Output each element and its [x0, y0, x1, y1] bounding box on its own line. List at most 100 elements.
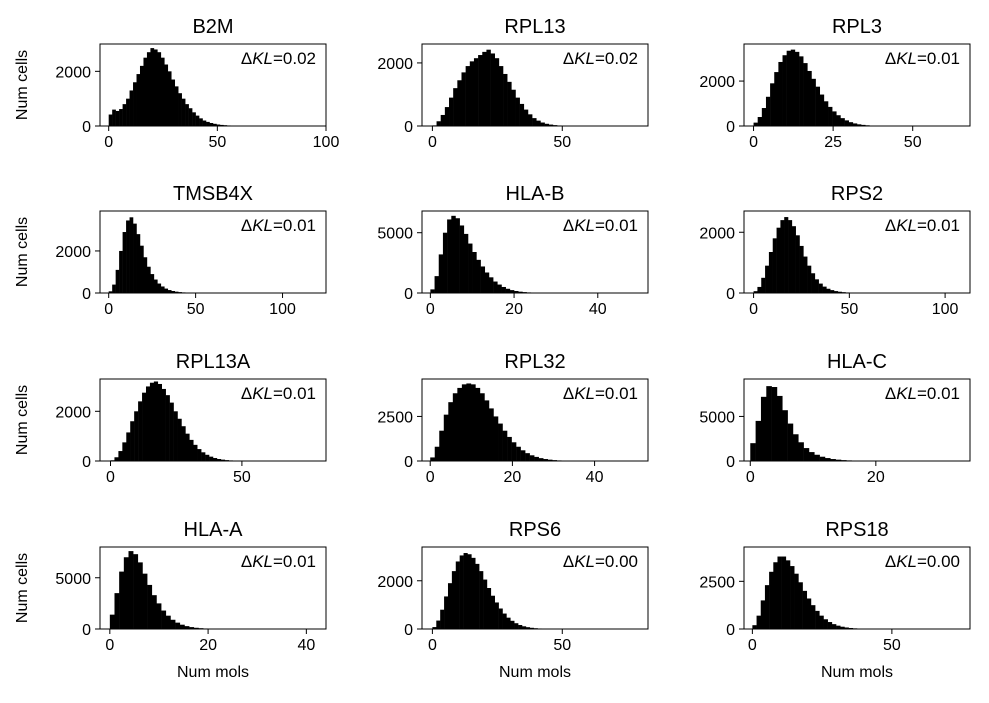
- histogram-bar: [761, 108, 767, 126]
- histogram-bar: [122, 232, 127, 293]
- histogram-bar: [470, 384, 476, 461]
- histogram-bar: [202, 120, 207, 126]
- kl-annotation: ΔKL=0.02: [241, 49, 316, 68]
- y-tick-label: 0: [82, 286, 91, 303]
- kl-annotation: ΔKL=0.01: [241, 552, 316, 571]
- histogram-bar: [126, 220, 130, 293]
- histogram-bar: [442, 232, 448, 293]
- histogram-bar: [788, 220, 793, 293]
- histogram-bar: [782, 55, 787, 127]
- x-tick-label: 0: [105, 637, 114, 654]
- histogram-bar: [544, 123, 550, 126]
- histogram-bar: [819, 94, 825, 126]
- axes-frame: [99, 43, 327, 127]
- histogram-bars: [108, 48, 255, 127]
- x-tick-label: 0: [428, 134, 437, 151]
- histogram-bar: [543, 459, 548, 461]
- histogram-bars: [753, 217, 873, 293]
- histogram-bar: [785, 560, 791, 629]
- histogram-bar: [498, 66, 504, 126]
- y-tick-label: 0: [404, 119, 413, 136]
- x-tick-label: 0: [748, 637, 757, 654]
- histogram-bar: [815, 610, 820, 629]
- histogram-bar: [197, 449, 202, 461]
- histogram-bar: [493, 416, 499, 461]
- histogram-bar: [518, 291, 523, 293]
- histogram-bar: [787, 423, 794, 461]
- histogram-bar: [188, 108, 193, 126]
- kl-annotation: ΔKL=0.00: [563, 552, 638, 571]
- histogram-bar: [490, 595, 495, 629]
- kl-annotation: ΔKL=0.00: [885, 552, 960, 571]
- histogram-bar: [826, 288, 831, 293]
- y-axis-label: Num cells: [14, 385, 31, 455]
- histogram-bar: [177, 418, 182, 461]
- histogram-bar: [463, 553, 468, 629]
- histogram-bar: [753, 291, 758, 293]
- histogram-bar: [193, 627, 199, 629]
- histogram-bar: [815, 86, 821, 126]
- subplot-title: TMSB4X: [173, 183, 253, 205]
- kl-annotation: ΔKL=0.02: [563, 49, 638, 68]
- y-tick-label: 5000: [55, 571, 91, 588]
- histogram-bar: [527, 114, 533, 126]
- histogram-bar: [840, 118, 845, 126]
- histogram-bar: [461, 72, 466, 126]
- histogram-bar: [451, 571, 457, 629]
- y-tick-label: 2000: [55, 64, 91, 81]
- histogram-bar: [753, 122, 758, 126]
- subplot-title: RPL13A: [176, 351, 251, 373]
- histogram-bar: [115, 269, 120, 293]
- histogram-bar: [765, 265, 770, 293]
- histogram-bar: [522, 626, 527, 629]
- histogram-bar: [811, 78, 816, 126]
- histogram-bar: [835, 459, 842, 461]
- histogram-bar: [453, 88, 458, 126]
- histogram-bar: [827, 622, 833, 629]
- histogram-bar: [486, 588, 492, 629]
- histogram-bar: [149, 382, 155, 461]
- axes-frame: [421, 378, 649, 462]
- histogram-bar: [475, 387, 481, 461]
- histogram-bar: [529, 627, 534, 629]
- histogram-bar: [790, 49, 796, 127]
- histogram-bar: [807, 265, 812, 293]
- x-tick-label: 50: [187, 301, 205, 318]
- histogram-bar: [444, 596, 449, 629]
- histogram-bar: [818, 283, 823, 293]
- histogram-bar: [482, 51, 487, 126]
- y-tick-label: 0: [726, 622, 735, 639]
- histogram-bar: [151, 595, 157, 629]
- histogram-bar: [832, 111, 837, 126]
- kl-annotation: ΔKL=0.01: [241, 216, 316, 235]
- histogram-bar: [434, 446, 440, 461]
- histogram-bar: [514, 291, 519, 293]
- x-axis-label: Num mols: [177, 664, 249, 681]
- histogram-bar: [505, 288, 511, 293]
- histogram-bar: [164, 64, 169, 126]
- histogram-bar: [764, 585, 770, 629]
- histogram-bar: [130, 421, 135, 461]
- histogram-bar: [468, 243, 473, 293]
- histogram-bar: [471, 557, 476, 629]
- histogram-bar: [479, 393, 485, 461]
- histogram-bar: [478, 55, 483, 126]
- histogram-bar: [209, 122, 214, 126]
- histogram-bar: [165, 615, 171, 629]
- subplot-tmsb4x: 0 50 100 0 2000 TMSB4X ΔKL=0.01 Num cells: [14, 183, 327, 318]
- histogram-bar: [114, 593, 120, 630]
- histogram-bar: [519, 103, 525, 126]
- x-axis-label: Num mols: [821, 664, 893, 681]
- histogram-bar: [161, 610, 167, 629]
- histogram-bar: [823, 101, 829, 126]
- histogram-bar: [457, 80, 462, 126]
- histogram-bar: [848, 122, 854, 126]
- x-tick-label: 50: [233, 469, 251, 486]
- histogram-bar: [794, 51, 800, 126]
- subplot-hla-b: 0 20 40 0 5000 HLA-B ΔKL=0.01: [377, 183, 649, 318]
- histogram-bar: [448, 402, 454, 461]
- kl-annotation: ΔKL=0.01: [885, 216, 960, 235]
- histogram-bar: [520, 450, 526, 461]
- histogram-bar: [447, 219, 452, 293]
- histogram-bar: [799, 245, 804, 293]
